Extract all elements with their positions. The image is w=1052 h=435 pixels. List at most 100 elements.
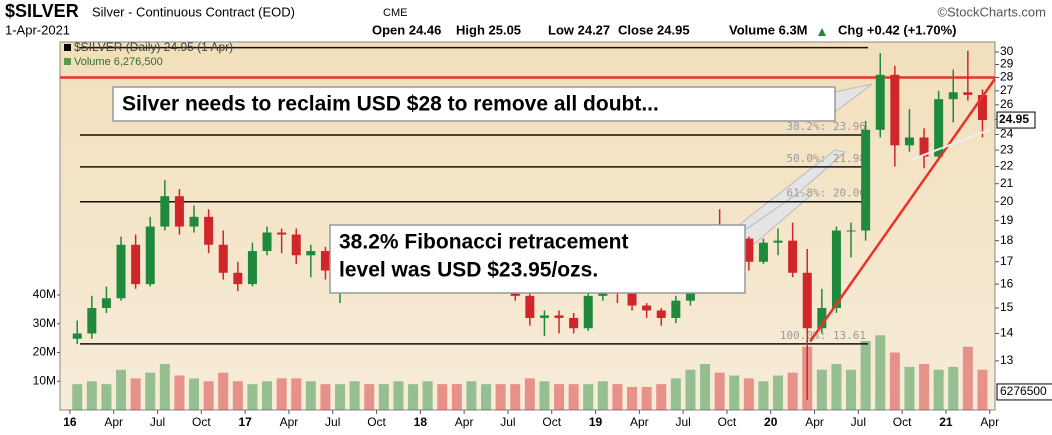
volume-tick-label: 30M [33, 316, 56, 330]
volume-bar [743, 378, 754, 410]
last-volume-box [996, 383, 1052, 401]
volume-bar [437, 384, 448, 410]
volume-bar [364, 384, 375, 410]
volume-bar [627, 387, 638, 410]
candle-body [204, 216, 214, 245]
x-tick-label: Apr [630, 415, 649, 429]
last-price-box [996, 111, 1036, 129]
volume-bar [889, 352, 900, 410]
candle-body [934, 99, 944, 157]
volume-bar [919, 364, 930, 410]
y-tick-label: 18 [1000, 233, 1014, 247]
candle-body [247, 251, 257, 285]
volume-bar [495, 384, 506, 410]
x-tick-label: Oct [718, 415, 737, 429]
x-tick-label: Jul [325, 415, 340, 429]
volume-bar [933, 369, 944, 410]
candle-body [656, 310, 666, 318]
volume-bar [335, 384, 346, 410]
volume-bar [203, 381, 214, 410]
volume-bar [189, 378, 200, 410]
volume-bar [466, 381, 477, 410]
annotation-box [329, 224, 746, 294]
fib-label: 0.0%: 30.35 [793, 33, 866, 46]
volume-bar [583, 384, 594, 410]
volume-bar [86, 381, 97, 410]
candle-body [539, 315, 549, 318]
y-tick-label: 27 [1000, 83, 1014, 97]
volume-bar [320, 384, 331, 410]
volume-bar [378, 384, 389, 410]
annotation-box [112, 86, 836, 122]
candle-body [671, 300, 681, 318]
volume-bar [875, 335, 886, 410]
volume-bar [130, 378, 141, 410]
legend-swatch [64, 44, 71, 51]
volume-bar [597, 381, 608, 410]
fib-label: 100.0%: 13.61 [780, 329, 866, 342]
candle-body [306, 251, 316, 256]
volume-bar [612, 384, 623, 410]
volume-bar [408, 384, 419, 410]
candle-body [218, 244, 228, 273]
candle-body [788, 240, 798, 273]
volume-tick-label: 10M [33, 373, 56, 387]
candle-body [948, 92, 958, 100]
candle-body [87, 307, 97, 334]
candle-body [875, 74, 885, 130]
volume-bar [349, 381, 360, 410]
y-tick-label: 29 [1000, 57, 1014, 71]
legend-swatch [64, 58, 71, 65]
volume-bar [948, 366, 959, 410]
candle-body [861, 129, 871, 231]
y-tick-label: 14 [1000, 326, 1014, 340]
candle-body [846, 230, 856, 232]
volume-bar [247, 384, 258, 410]
volume-bar [539, 381, 550, 410]
x-tick-label: Oct [367, 415, 386, 429]
candle-body [174, 196, 184, 227]
x-tick-label: 19 [589, 415, 603, 429]
x-tick-label: Oct [542, 415, 561, 429]
volume-bar [72, 384, 83, 410]
volume-bar [729, 375, 740, 410]
volume-bar [116, 369, 127, 410]
volume-bar [846, 369, 857, 410]
volume-bar [656, 384, 667, 410]
candle-body [773, 240, 783, 243]
candle-body [145, 226, 155, 285]
y-tick-label: 30 [1000, 44, 1014, 58]
symbol: $SILVER [5, 1, 79, 21]
volume-bar [232, 381, 243, 410]
volume-bar [276, 378, 287, 410]
candle-body [101, 298, 111, 308]
y-tick-label: 16 [1000, 276, 1014, 290]
y-tick-label: 28 [1000, 70, 1014, 84]
y-tick-label: 22 [1000, 159, 1014, 173]
candle-body [72, 333, 82, 339]
volume-bar [262, 381, 273, 410]
legend-entry: Volume 6,276,500 [74, 56, 163, 68]
candle-body [642, 305, 652, 311]
x-tick-label: Apr [455, 415, 474, 429]
candle-body [569, 317, 579, 329]
last-price-label: 24.95 [999, 112, 1029, 126]
annotation-text: 38.2% Fibonacci retracement [339, 231, 628, 254]
x-tick-label: Jul [675, 415, 690, 429]
candle-body [583, 295, 593, 329]
volume-bar [481, 384, 492, 410]
exchange: CME [383, 7, 407, 19]
x-tick-label: Apr [280, 415, 299, 429]
volume-bar [831, 364, 842, 410]
volume-bar [159, 364, 170, 410]
x-tick-label: Jul [500, 415, 515, 429]
volume-bar [758, 381, 769, 410]
x-tick-label: 20 [764, 415, 778, 429]
volume-tick-label: 20M [33, 345, 56, 359]
x-tick-label: Apr [104, 415, 123, 429]
candle-body [554, 315, 564, 318]
volume-bar [510, 384, 521, 410]
candle-body [233, 272, 243, 285]
volume-bar [451, 384, 462, 410]
